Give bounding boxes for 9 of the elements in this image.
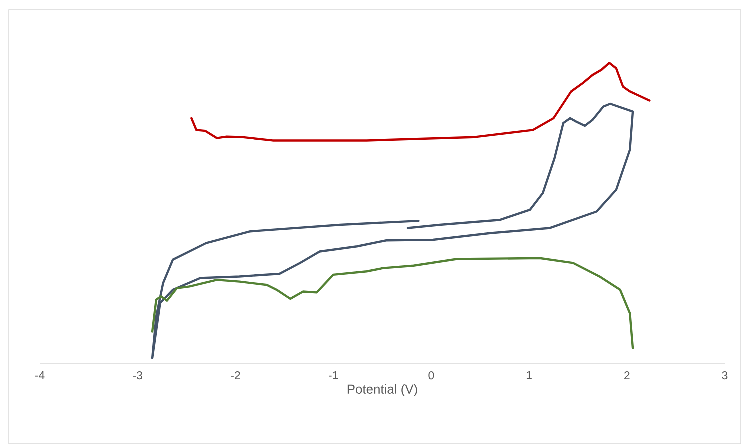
x-tick-label: 3: [722, 372, 728, 380]
x-tick-label: 0: [428, 372, 434, 380]
x-tick-label: -1: [329, 372, 338, 380]
x-axis-title: Potential (V): [348, 384, 418, 397]
x-tick-label: -3: [133, 372, 142, 380]
x-tick-label: 1: [526, 372, 532, 380]
x-tick-label: -2: [231, 372, 240, 380]
x-tick-label: 2: [624, 372, 630, 380]
x-tick-label: -4: [35, 372, 45, 380]
